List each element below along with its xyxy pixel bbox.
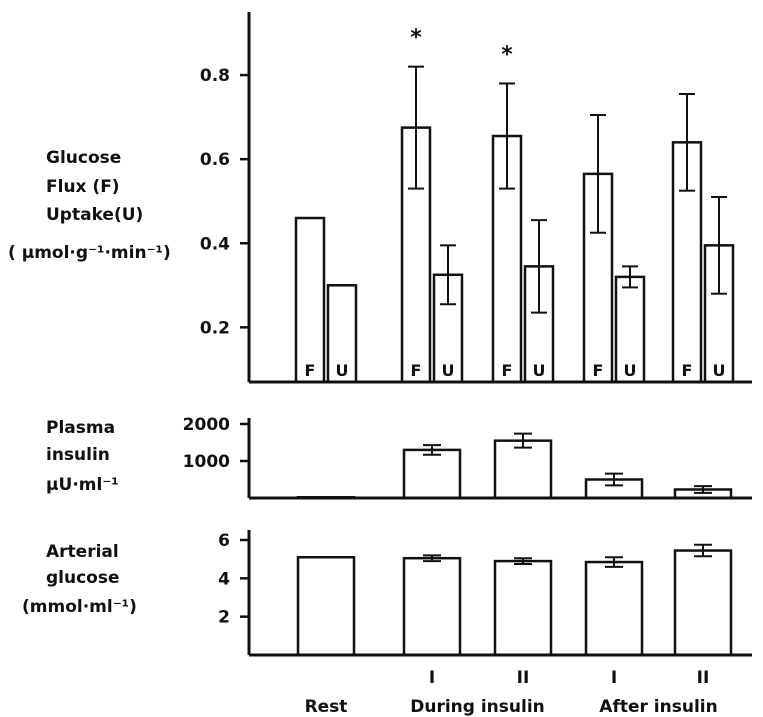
flux-bar-letter-F-1: F [411,361,422,380]
insulin-bar-1 [404,450,460,498]
glucose-bar-3 [586,562,642,655]
insulin-bar-2 [495,441,551,498]
glucose-bar-2 [495,561,551,655]
insulin-ylabel-line-2: insulin [46,445,110,465]
x-roman-label-4: II [697,668,710,688]
glucose-ylabel-line-2: glucose [46,568,120,588]
flux-bar-letter-F-4: F [682,361,693,380]
flux-ylabel-line-2: Flux (F) [46,177,120,197]
flux-bar-letter-F-3: F [593,361,604,380]
flux-ylabel-line-1: Glucose [46,148,121,168]
flux-ytick-label-2: 0.6 [200,150,230,170]
significance-asterisk-2: * [501,42,513,67]
x-group-label-0: Rest [305,697,348,717]
flux-ylabel-line-4: ( µmol·g⁻¹·min⁻¹) [8,243,171,263]
flux-ylabel-line-3: Uptake(U) [46,205,143,225]
glucose-ytick-label-1: 4 [218,569,230,589]
flux-ytick-label-0: 0.2 [200,318,230,338]
glucose-bar-4 [675,551,731,655]
insulin-ylabel-line-1: Plasma [46,418,115,438]
flux-bar-letter-U-2: U [533,361,546,380]
x-roman-label-3: I [611,668,617,688]
plasma-insulin-panel: Plasma insulin µU·ml⁻¹ 1000 2000 [46,415,752,498]
x-group-label-2: After insulin [599,697,717,717]
x-group-label-1: During insulin [410,697,545,717]
flux-bar-letter-U-0: U [336,361,349,380]
x-roman-label-1: I [429,668,435,688]
glucose-bar-1 [404,558,460,655]
glucose-flux-panel: Glucose Flux (F) Uptake(U) ( µmol·g⁻¹·mi… [8,12,752,382]
flux-bar-letter-U-1: U [442,361,455,380]
flux-bar-letter-U-3: U [624,361,637,380]
insulin-ylabel-line-3: µU·ml⁻¹ [46,475,119,495]
insulin-ytick-label-0: 1000 [183,452,230,472]
flux-bar-letter-U-4: U [713,361,726,380]
flux-ytick-label-1: 0.4 [200,234,230,254]
flux-bar-F-0 [296,218,324,382]
x-roman-label-2: II [517,668,530,688]
glucose-ytick-label-2: 6 [218,531,230,551]
glucose-ylabel-line-1: Arterial [46,542,119,562]
arterial-glucose-panel: Arterial glucose (mmol·ml⁻¹) 2 4 6 [22,530,752,655]
glucose-bar-0 [298,557,354,655]
significance-asterisk-1: * [410,26,422,51]
glucose-ytick-label-0: 2 [218,608,230,628]
flux-ytick-label-3: 0.8 [200,66,230,86]
glucose-ylabel-line-3: (mmol·ml⁻¹) [22,597,137,617]
flux-bar-letter-F-0: F [305,361,316,380]
flux-bar-letter-F-2: F [502,361,513,380]
insulin-ytick-label-1: 2000 [183,415,230,435]
